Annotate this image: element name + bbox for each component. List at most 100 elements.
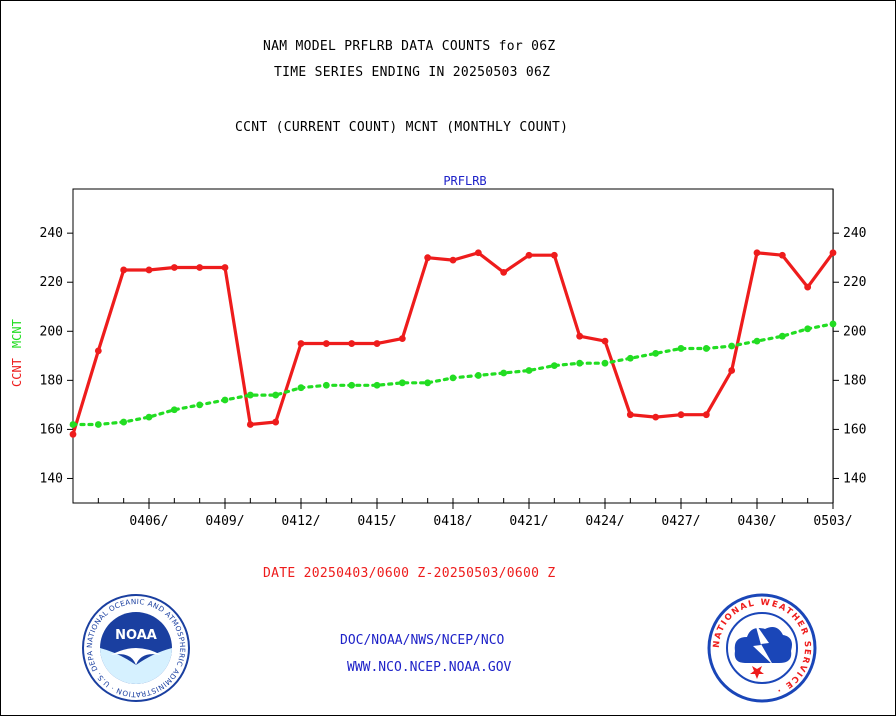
y-tick-label-left: 180	[40, 373, 63, 388]
y-tick-label-right: 140	[843, 471, 866, 486]
data-point-mcnt	[652, 349, 660, 357]
data-point-mcnt	[550, 362, 558, 370]
data-point-mcnt	[778, 332, 786, 340]
data-point-ccnt	[120, 266, 128, 274]
data-point-mcnt	[449, 374, 457, 382]
noaa-logo-text: NOAA	[115, 628, 157, 643]
data-point-mcnt	[120, 418, 128, 426]
data-point-ccnt	[196, 264, 204, 271]
data-point-ccnt	[398, 335, 406, 343]
data-point-mcnt	[94, 421, 102, 428]
data-point-ccnt	[829, 249, 837, 257]
data-point-mcnt	[196, 401, 204, 409]
data-point-ccnt	[474, 249, 482, 257]
x-tick-label: 0427/	[661, 514, 700, 529]
data-point-ccnt	[804, 283, 812, 291]
y-tick-label-right: 200	[843, 324, 866, 339]
data-point-ccnt	[69, 430, 77, 438]
data-point-mcnt	[398, 379, 406, 387]
data-point-mcnt	[626, 354, 634, 362]
data-point-ccnt	[272, 418, 280, 426]
data-point-ccnt	[246, 421, 254, 428]
data-point-ccnt	[702, 411, 710, 419]
org-path-link[interactable]: DOC/NOAA/NWS/NCEP/NCO	[340, 633, 505, 648]
data-point-mcnt	[474, 372, 482, 379]
data-point-ccnt	[728, 367, 736, 374]
data-point-mcnt	[829, 320, 837, 328]
data-point-ccnt	[449, 256, 457, 264]
x-tick-label: 0409/	[205, 514, 244, 529]
x-tick-label: 0503/	[813, 514, 852, 529]
data-point-ccnt	[677, 411, 685, 419]
x-tick-label: 0421/	[509, 514, 548, 529]
y-tick-label-left: 200	[40, 324, 63, 339]
data-point-mcnt	[728, 342, 736, 350]
data-point-ccnt	[322, 340, 330, 347]
series-layer	[69, 249, 837, 438]
y-tick-label-left: 160	[40, 422, 63, 437]
y-tick-label-right: 160	[843, 422, 866, 437]
x-tick-label: 0430/	[737, 514, 776, 529]
line-chart: 140 140 160 160 180 180 200 200 220 220 240 240 0406…	[10, 174, 866, 529]
x-tick-label: 0418/	[433, 514, 472, 529]
x-tick-label: 0415/	[357, 514, 396, 529]
data-point-ccnt	[576, 332, 584, 340]
y-axis-label: CCNT MCNT	[10, 319, 24, 387]
chart-subtitle: CCNT (CURRENT COUNT) MCNT (MONTHLY COUNT…	[235, 120, 569, 135]
data-point-mcnt	[170, 406, 178, 414]
website-link[interactable]: WWW.NCO.NCEP.NOAA.GOV	[347, 660, 512, 675]
data-point-mcnt	[272, 391, 280, 399]
plot-area	[72, 188, 834, 504]
data-point-ccnt	[424, 254, 432, 262]
x-tick-label: 0406/	[129, 514, 168, 529]
data-point-ccnt	[373, 340, 381, 347]
data-point-mcnt	[576, 359, 584, 367]
data-point-ccnt	[753, 249, 761, 257]
data-point-mcnt	[753, 337, 761, 345]
data-point-ccnt	[500, 269, 508, 276]
data-point-ccnt	[550, 251, 558, 259]
y-axis-label-mcnt: MCNT	[10, 319, 24, 348]
data-point-ccnt	[145, 266, 153, 274]
data-point-ccnt	[94, 347, 102, 355]
data-point-ccnt	[601, 337, 609, 345]
y-tick-label-left: 220	[40, 275, 63, 290]
data-point-ccnt	[297, 340, 305, 347]
data-point-ccnt	[221, 264, 229, 271]
noaa-logo: NATIONAL OCEANIC AND ATMOSPHERIC ADMINIS…	[81, 593, 190, 702]
data-point-mcnt	[601, 359, 609, 367]
data-point-mcnt	[322, 381, 330, 389]
data-point-ccnt	[348, 340, 356, 347]
axes-layer	[67, 188, 839, 509]
x-tick-label: 0424/	[585, 514, 624, 529]
data-point-mcnt	[145, 413, 153, 421]
data-point-mcnt	[373, 381, 381, 389]
data-point-mcnt	[804, 325, 812, 333]
labels-layer: 140 140 160 160 180 180 200 200 220 220 240 240 0406…	[10, 174, 866, 529]
panel-title: PRFLRB	[443, 174, 486, 188]
y-tick-label-right: 180	[843, 373, 866, 388]
data-point-mcnt	[677, 345, 685, 352]
data-point-ccnt	[170, 264, 178, 271]
data-point-mcnt	[525, 367, 533, 374]
y-tick-label-right: 240	[843, 226, 866, 241]
data-point-mcnt	[69, 421, 77, 428]
date-range-label: DATE 20250403/0600 Z-20250503/0600 Z	[263, 566, 556, 581]
y-tick-label-left: 240	[40, 226, 63, 241]
x-tick-label: 0412/	[281, 514, 320, 529]
y-tick-label-left: 140	[40, 471, 63, 486]
chart-title-line-1: NAM MODEL PRFLRB DATA COUNTS for 06Z	[263, 39, 556, 54]
nws-logo: NATIONAL WEATHER SERVICE ·	[707, 593, 817, 703]
data-point-mcnt	[246, 391, 254, 399]
y-tick-label-right: 220	[843, 275, 866, 290]
data-point-ccnt	[626, 411, 634, 419]
data-point-ccnt	[778, 251, 786, 259]
chart-title-line-2: TIME SERIES ENDING IN 20250503 06Z	[274, 65, 551, 80]
y-axis-label-ccnt: CCNT	[10, 358, 24, 387]
data-point-mcnt	[424, 379, 432, 387]
data-point-mcnt	[500, 369, 508, 377]
data-point-mcnt	[348, 381, 356, 389]
data-point-mcnt	[297, 384, 305, 392]
data-point-mcnt	[221, 396, 229, 404]
